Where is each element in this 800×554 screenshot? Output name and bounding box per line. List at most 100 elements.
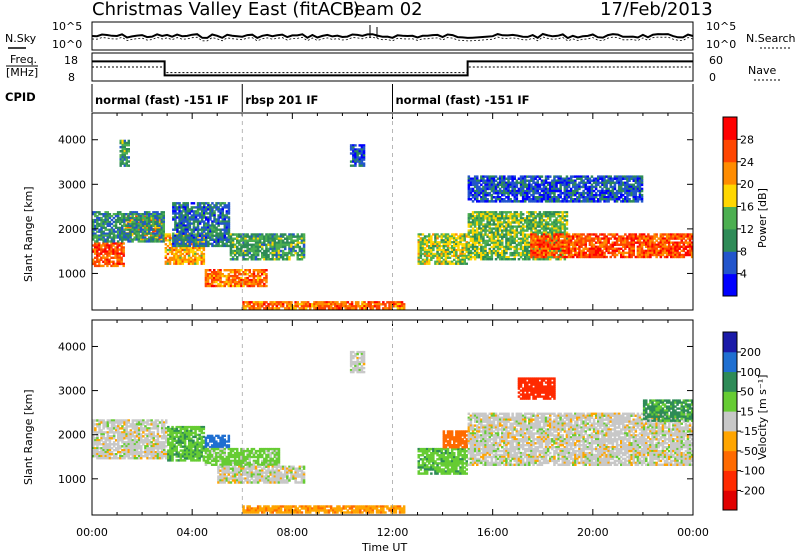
heatmap-cell xyxy=(184,234,187,237)
heatmap-cell xyxy=(421,260,425,263)
heatmap-cell xyxy=(653,243,656,246)
heatmap-cell xyxy=(528,215,531,218)
heatmap-cell xyxy=(221,216,224,219)
heatmap-cell xyxy=(471,181,475,185)
heatmap-cell xyxy=(121,216,124,220)
heatmap-cell xyxy=(229,243,233,247)
heatmap-cell xyxy=(492,237,496,240)
heatmap-cell xyxy=(480,211,483,214)
heatmap-cell xyxy=(172,228,175,231)
heatmap-cell xyxy=(417,233,420,236)
heatmap-cell xyxy=(530,175,533,178)
heatmap-cell xyxy=(565,177,569,180)
heatmap-cell xyxy=(615,239,619,242)
heatmap-cell xyxy=(240,249,243,253)
heatmap-cell xyxy=(480,247,483,251)
heatmap-cell xyxy=(476,187,479,191)
heatmap-cell xyxy=(425,262,429,265)
heatmap-cell xyxy=(336,305,339,308)
heatmap-cell xyxy=(174,240,177,243)
heatmap-cell xyxy=(265,258,268,261)
heatmap-cell xyxy=(528,183,531,187)
heatmap-cell xyxy=(164,239,168,242)
heatmap-cell xyxy=(417,245,420,248)
heatmap-cell xyxy=(252,233,256,236)
heatmap-cell xyxy=(580,235,583,238)
heatmap-cell xyxy=(471,223,475,226)
heatmap-cell xyxy=(534,196,537,199)
heatmap-cell xyxy=(258,239,262,242)
heatmap-cell xyxy=(620,235,623,238)
heatmap-cell xyxy=(417,260,420,263)
heatmap-cell xyxy=(553,235,556,238)
heatmap-cell xyxy=(182,202,185,205)
heatmap-cell xyxy=(490,231,494,234)
heatmap-cell xyxy=(494,198,498,201)
heatmap-cell xyxy=(467,235,471,238)
heatmap-cell xyxy=(682,247,686,250)
heatmap-cell xyxy=(538,185,542,189)
heatmap-cell xyxy=(423,241,427,244)
heatmap-cell xyxy=(670,241,673,244)
heatmap-cell xyxy=(536,245,539,248)
heatmap-cell xyxy=(551,223,554,226)
heatmap-cell xyxy=(563,179,567,182)
heatmap-cell xyxy=(363,301,366,304)
heatmap-cell xyxy=(133,213,136,216)
heatmap-cell xyxy=(546,231,550,234)
heatmap-cell xyxy=(436,248,439,252)
heatmap-cell xyxy=(106,244,109,247)
heatmap-cell xyxy=(179,250,182,254)
heatmap-cell xyxy=(549,196,552,199)
heatmap-cell xyxy=(192,252,195,256)
heatmap-cell xyxy=(281,303,285,306)
heatmap-cell xyxy=(227,228,231,231)
heatmap-cell xyxy=(542,219,546,222)
heatmap-cell xyxy=(457,258,460,261)
heatmap-cell xyxy=(356,160,359,163)
heatmap-cell xyxy=(129,230,132,233)
heatmap-cell xyxy=(152,234,155,237)
heatmap-cell xyxy=(213,240,216,243)
heatmap-cell xyxy=(419,256,423,259)
heatmap-cell xyxy=(688,249,692,253)
heatmap-cell xyxy=(137,226,141,229)
heatmap-cell xyxy=(649,239,652,242)
heatmap-cell xyxy=(225,276,229,280)
heatmap-cell xyxy=(615,249,619,253)
heatmap-cell xyxy=(521,177,525,180)
heatmap-cell xyxy=(494,196,498,199)
heatmap-cell xyxy=(626,241,629,244)
heatmap-cell xyxy=(292,245,295,249)
heatmap-cell xyxy=(273,239,277,242)
heatmap-cell xyxy=(515,181,519,185)
heatmap-cell xyxy=(517,251,521,255)
heatmap-cell xyxy=(536,229,539,232)
heatmap-cell xyxy=(476,175,479,178)
heatmap-cell xyxy=(371,305,375,308)
heatmap-cell xyxy=(476,256,479,259)
heatmap-cell xyxy=(530,200,533,203)
heatmap-cell xyxy=(164,256,168,259)
heatmap-cell xyxy=(553,185,556,189)
heatmap-cell xyxy=(223,242,227,246)
heatmap-cell xyxy=(496,223,500,226)
heatmap-cell xyxy=(478,221,481,224)
heatmap-cell xyxy=(137,215,141,218)
heatmap-cell xyxy=(179,252,182,256)
heatmap-cell xyxy=(636,239,640,242)
heatmap-cell xyxy=(501,211,504,214)
heatmap-cell xyxy=(156,234,159,237)
heatmap-cell xyxy=(203,212,206,215)
heatmap-cell xyxy=(110,230,114,233)
heatmap-cell xyxy=(332,307,335,310)
heatmap-cell xyxy=(486,221,489,224)
heatmap-cell xyxy=(551,181,554,185)
heatmap-cell xyxy=(450,247,454,250)
heatmap-cell xyxy=(238,235,241,238)
heatmap-cell xyxy=(546,213,550,216)
heatmap-cell xyxy=(490,200,494,203)
heatmap-cell xyxy=(521,217,525,220)
heatmap-cell xyxy=(94,252,97,255)
heatmap-cell xyxy=(467,254,471,257)
